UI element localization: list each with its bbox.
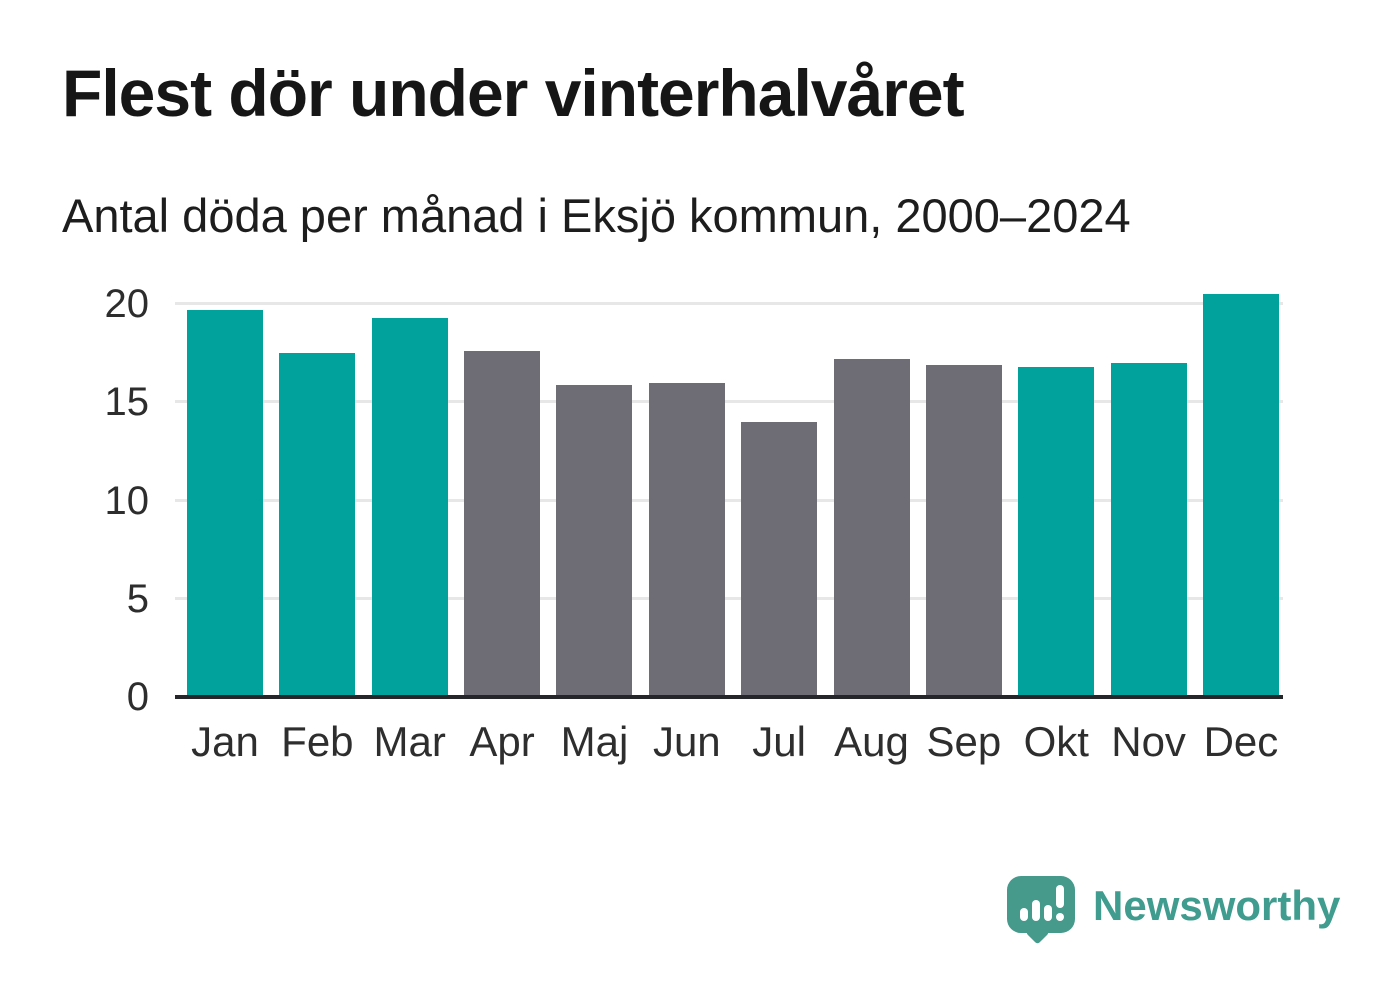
chart-title: Flest dör under vinterhalvåret — [62, 56, 965, 130]
bar-dec — [1202, 294, 1279, 697]
bars-container — [187, 285, 1279, 697]
brand-name: Newsworthy — [1093, 882, 1341, 929]
gridline-y-15 — [175, 400, 1283, 404]
chart-subtitle: Antal döda per månad i Eksjö kommun, 200… — [62, 189, 1131, 242]
y-axis-tick-label-10: 10 — [104, 478, 150, 523]
bar-apr — [464, 351, 541, 697]
bar-jan — [187, 309, 263, 697]
speech-bubble-bar-chart-icon — [1007, 876, 1075, 946]
x-axis-label-mar: Mar — [373, 718, 446, 765]
x-axis-label-aug: Aug — [834, 718, 909, 765]
bar-jul — [741, 421, 818, 697]
gridline-y-10 — [175, 498, 1283, 502]
x-axis-labels: Jan Feb Mar Apr Maj Jun Jul Aug Sep Okt Nov Dec — [187, 721, 1279, 763]
x-axis-label-feb: Feb — [281, 718, 354, 765]
x-axis-label-jan: Jan — [191, 718, 259, 765]
y-axis-tick-label-0: 0 — [126, 675, 149, 719]
y-axis-tick-label-15: 15 — [104, 380, 150, 425]
gridline-y-20 — [175, 302, 1283, 305]
newsworthy-logo: Newsworthy — [1007, 876, 1340, 946]
bar-aug — [833, 359, 910, 697]
y-axis-tick-label-20: 20 — [104, 282, 150, 326]
x-axis-label-jun: Jun — [652, 718, 721, 765]
bar-feb — [279, 353, 356, 697]
x-axis-line — [175, 695, 1283, 699]
x-axis-label-nov: Nov — [1111, 718, 1186, 765]
x-axis-label-apr: Apr — [469, 718, 535, 765]
bar-okt — [1018, 366, 1095, 697]
x-axis-label-dec: Dec — [1203, 718, 1279, 765]
x-axis-label-maj: Maj — [560, 718, 629, 765]
bar-sep — [925, 364, 1002, 697]
x-axis-label-jul: Jul — [752, 718, 806, 765]
gridline-y-5 — [175, 596, 1283, 600]
bar-nov — [1110, 362, 1187, 697]
bar-maj — [556, 384, 633, 697]
x-axis-label-sep: Sep — [926, 718, 1002, 765]
y-axis-tick-label-5: 5 — [126, 576, 149, 621]
bar-jun — [648, 382, 725, 697]
bar-chart-plot-area: Jan Feb Mar Apr Maj Jun Jul Aug Sep Okt Nov Dec 0 5 1… — [105, 284, 1283, 763]
x-axis-label-okt: Okt — [1023, 718, 1089, 765]
bar-mar — [371, 317, 448, 697]
